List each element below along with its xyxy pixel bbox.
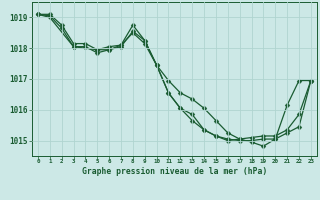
X-axis label: Graphe pression niveau de la mer (hPa): Graphe pression niveau de la mer (hPa) — [82, 167, 267, 176]
